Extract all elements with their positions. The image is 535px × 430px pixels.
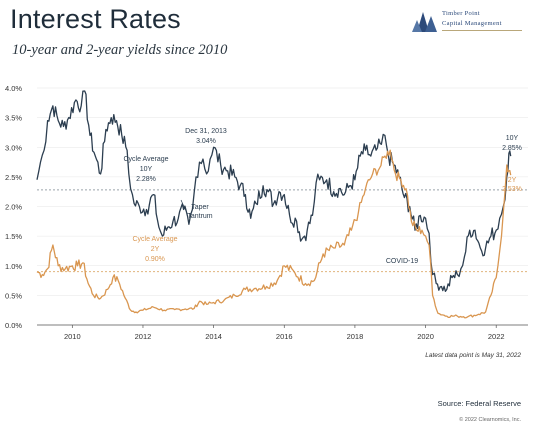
y-tick-label: 4.0% [5, 84, 22, 93]
annot-avg2-l2: 2Y [151, 246, 160, 253]
annot-taper-l2: Tantrum [187, 213, 212, 220]
annot-end10-l2: 2.85% [502, 145, 522, 152]
x-axis-ticks: 2010 2012 2014 2016 2018 2020 2022 [64, 325, 505, 340]
annot-end10-l1: 10Y [506, 135, 519, 142]
annot-dec-l1: Dec 31, 2013 [185, 128, 227, 135]
copyright: © 2022 Clearnomics, Inc. [459, 417, 521, 423]
logo-line-2: Capital Management [442, 20, 502, 27]
x-tick-label: 2010 [64, 332, 81, 340]
y-tick-label: 0.5% [5, 291, 22, 300]
x-tick-label: 2014 [205, 332, 222, 340]
tree-logo-icon [412, 12, 437, 32]
chart-grid [37, 87, 528, 326]
annot-avg10-l3: 2.28% [136, 176, 156, 183]
y-tick-label: 1.5% [5, 232, 22, 241]
x-tick-label: 2016 [276, 332, 293, 340]
x-tick-label: 2018 [347, 332, 364, 340]
annot-end2-l2: 2.53% [502, 186, 522, 193]
page-title: Interest Rates [10, 4, 181, 34]
x-tick-label: 2020 [417, 332, 434, 340]
page-subtitle: 10-year and 2-year yields since 2010 [12, 42, 228, 58]
annot-avg10-l2: 10Y [140, 166, 153, 173]
annot-end2-l1: 2Y [508, 177, 517, 184]
y-tick-label: 1.0% [5, 262, 22, 271]
x-tick-label: 2012 [135, 332, 152, 340]
annot-avg2-l1: Cycle Average [132, 236, 177, 243]
y-tick-label: 3.0% [5, 143, 22, 152]
source-label: Source: Federal Reserve [437, 399, 521, 408]
series-line-10y [36, 90, 512, 293]
annot-taper-l1: Taper [191, 204, 209, 211]
y-tick-label: 2.5% [5, 173, 22, 182]
taper-leader-line [180, 199, 187, 212]
annot-avg10-l1: Cycle Average [123, 156, 168, 163]
logo-line-1: Timber Point [442, 10, 480, 17]
y-tick-label: 2.0% [5, 203, 22, 212]
annot-covid: COVID-19 [386, 258, 418, 265]
annot-avg2-l3: 0.90% [145, 256, 165, 263]
logo-rule [442, 30, 522, 31]
x-tick-label: 2022 [488, 332, 505, 340]
yield-chart: 0.0% 0.5% 1.0% 1.5% 2.0% 2.5% 3.0% 3.5% 4.0% 201… [5, 84, 528, 340]
series-line-2y [36, 149, 512, 319]
annot-dec-l2: 3.04% [196, 138, 216, 145]
y-tick-label: 0.0% [5, 321, 22, 330]
y-tick-label: 3.5% [5, 114, 22, 123]
footnote: Latest data point is May 31, 2022 [425, 352, 521, 359]
y-axis-ticks: 0.0% 0.5% 1.0% 1.5% 2.0% 2.5% 3.0% 3.5% 4.0% [5, 84, 22, 330]
